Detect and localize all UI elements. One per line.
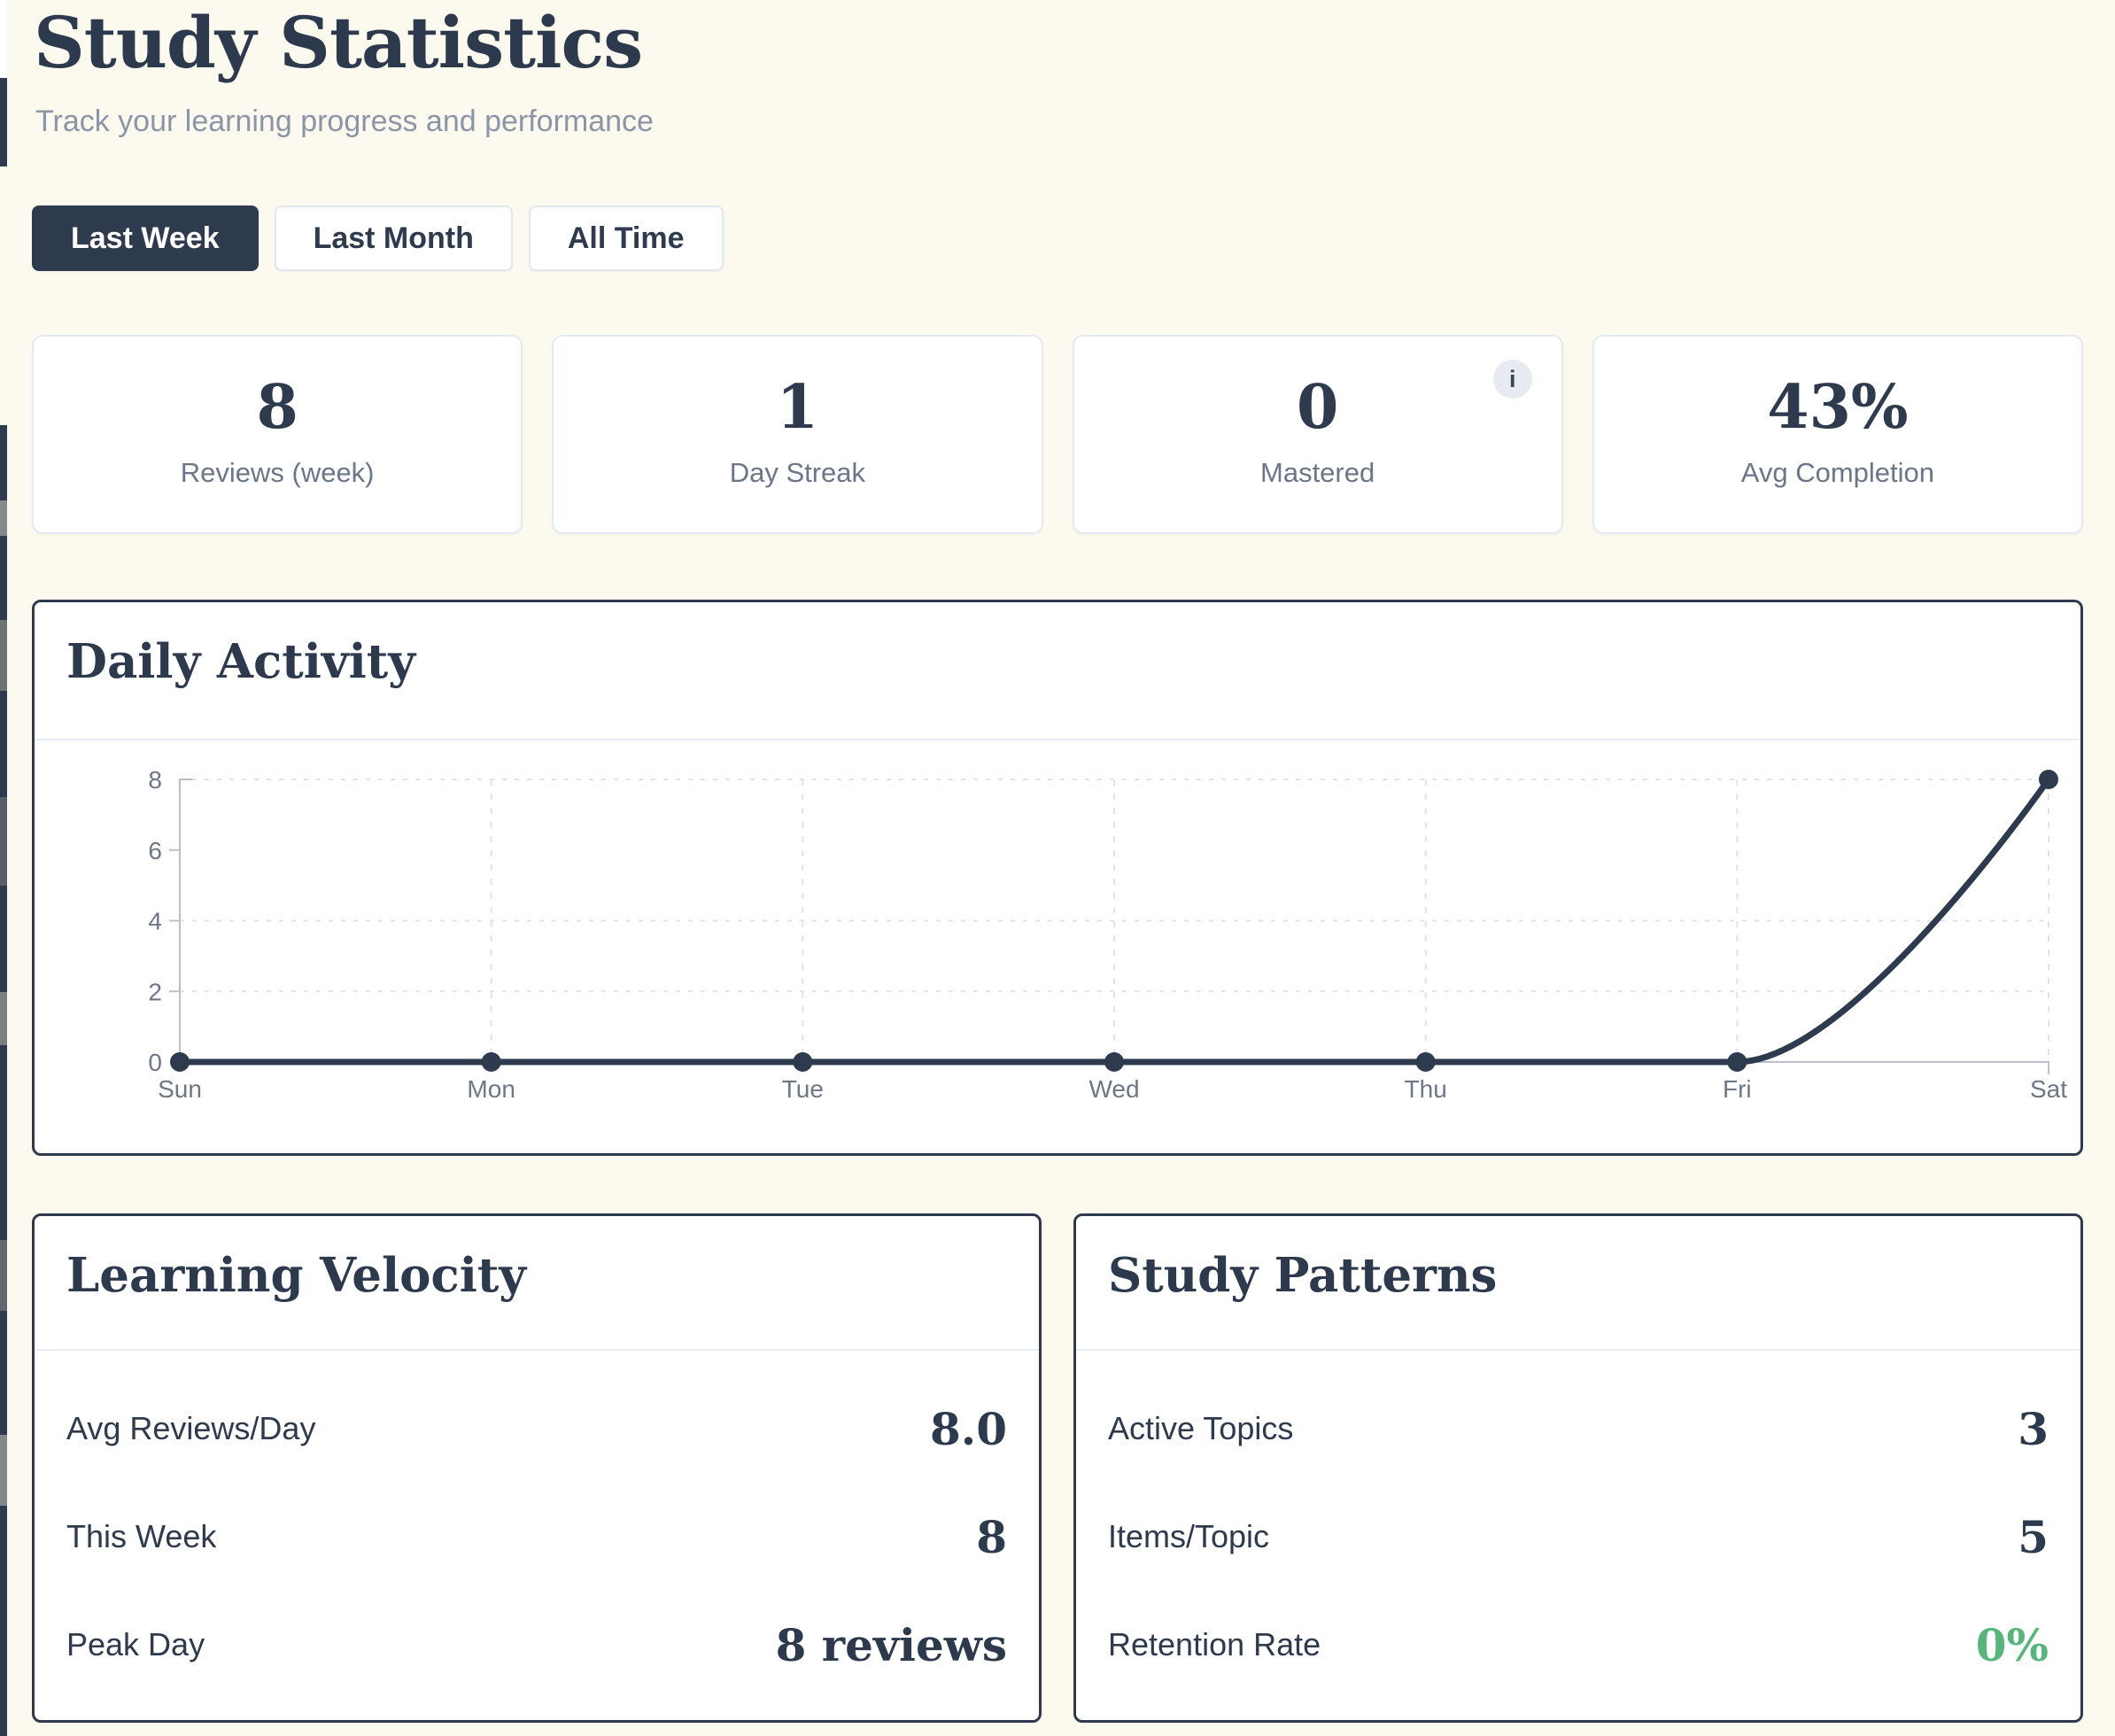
svg-text:Mon: Mon (467, 1075, 515, 1103)
bottom-row: Learning Velocity Avg Reviews/Day 8.0 Th… (32, 1213, 2083, 1723)
metric-label: Retention Rate (1108, 1626, 1321, 1662)
svg-text:4: 4 (148, 908, 162, 935)
metric-label: Avg Reviews/Day (66, 1410, 316, 1446)
stat-label: Mastered (1260, 457, 1375, 488)
svg-text:Sun: Sun (158, 1075, 202, 1103)
svg-text:Fri: Fri (1723, 1075, 1752, 1103)
period-tabs: Last Week Last Month All Time (32, 205, 724, 271)
daily-activity-title: Daily Activity (66, 634, 416, 689)
metric-value: 8.0 (930, 1402, 1007, 1455)
tab-last-week[interactable]: Last Week (32, 205, 259, 271)
svg-text:Wed: Wed (1088, 1075, 1139, 1103)
learning-velocity-card: Learning Velocity Avg Reviews/Day 8.0 Th… (32, 1213, 1042, 1723)
tab-all-time[interactable]: All Time (528, 205, 724, 271)
divider (35, 1349, 1039, 1351)
metric-row: Retention Rate 0% (1108, 1614, 2049, 1676)
metric-value: 0% (1975, 1618, 2049, 1671)
stat-value: 8 (256, 372, 298, 443)
svg-text:0: 0 (148, 1049, 162, 1076)
divider (35, 739, 2080, 740)
metric-value: 8 (976, 1510, 1007, 1563)
stat-value: 1 (776, 372, 819, 443)
svg-text:Tue: Tue (782, 1075, 824, 1103)
metric-row: This Week 8 (66, 1506, 1007, 1568)
stat-value: 0 (1296, 372, 1339, 443)
metric-row: Active Topics 3 (1108, 1398, 2049, 1460)
metric-row: Items/Topic 5 (1108, 1506, 2049, 1568)
learning-velocity-title: Learning Velocity (66, 1248, 527, 1303)
metric-label: This Week (66, 1518, 217, 1554)
stat-card-avg-completion: 43% Avg Completion (1592, 335, 2083, 534)
stat-label: Avg Completion (1740, 457, 1935, 488)
divider (1076, 1349, 2080, 1351)
stats-row: 8 Reviews (week) 1 Day Streak i 0 Master… (32, 335, 2083, 534)
stat-card-mastered: i 0 Mastered (1072, 335, 1563, 534)
metric-value: 3 (2018, 1402, 2049, 1455)
stat-label: Day Streak (729, 457, 866, 488)
left-edge-artifact (0, 0, 7, 1736)
metric-label: Peak Day (66, 1626, 205, 1662)
stat-card-reviews: 8 Reviews (week) (32, 335, 523, 534)
info-icon[interactable]: i (1492, 360, 1532, 399)
study-patterns-title: Study Patterns (1108, 1248, 1498, 1303)
stat-value: 43% (1767, 372, 1909, 443)
svg-text:Sat: Sat (2030, 1075, 2067, 1103)
stat-label: Reviews (week) (180, 457, 375, 488)
metric-row: Avg Reviews/Day 8.0 (66, 1398, 1007, 1460)
svg-text:Thu: Thu (1405, 1075, 1447, 1103)
svg-text:8: 8 (148, 766, 162, 794)
tab-last-month[interactable]: Last Month (274, 205, 513, 271)
svg-text:6: 6 (148, 837, 162, 864)
metric-label: Active Topics (1108, 1410, 1294, 1446)
metric-row: Peak Day 8 reviews (66, 1614, 1007, 1676)
metric-label: Items/Topic (1108, 1518, 1270, 1554)
page-title: Study Statistics (34, 1, 643, 84)
study-patterns-card: Study Patterns Active Topics 3 Items/Top… (1073, 1213, 2083, 1723)
metric-value: 5 (2018, 1510, 2049, 1563)
svg-text:2: 2 (148, 978, 162, 1005)
daily-activity-panel: Daily Activity 8 6 4 2 0 Sun Mon Tue Wed Thu Fri Sa… (32, 600, 2083, 1156)
metric-value: 8 reviews (775, 1618, 1007, 1671)
page-subtitle: Track your learning progress and perform… (35, 105, 654, 138)
stat-card-day-streak: 1 Day Streak (552, 335, 1043, 534)
